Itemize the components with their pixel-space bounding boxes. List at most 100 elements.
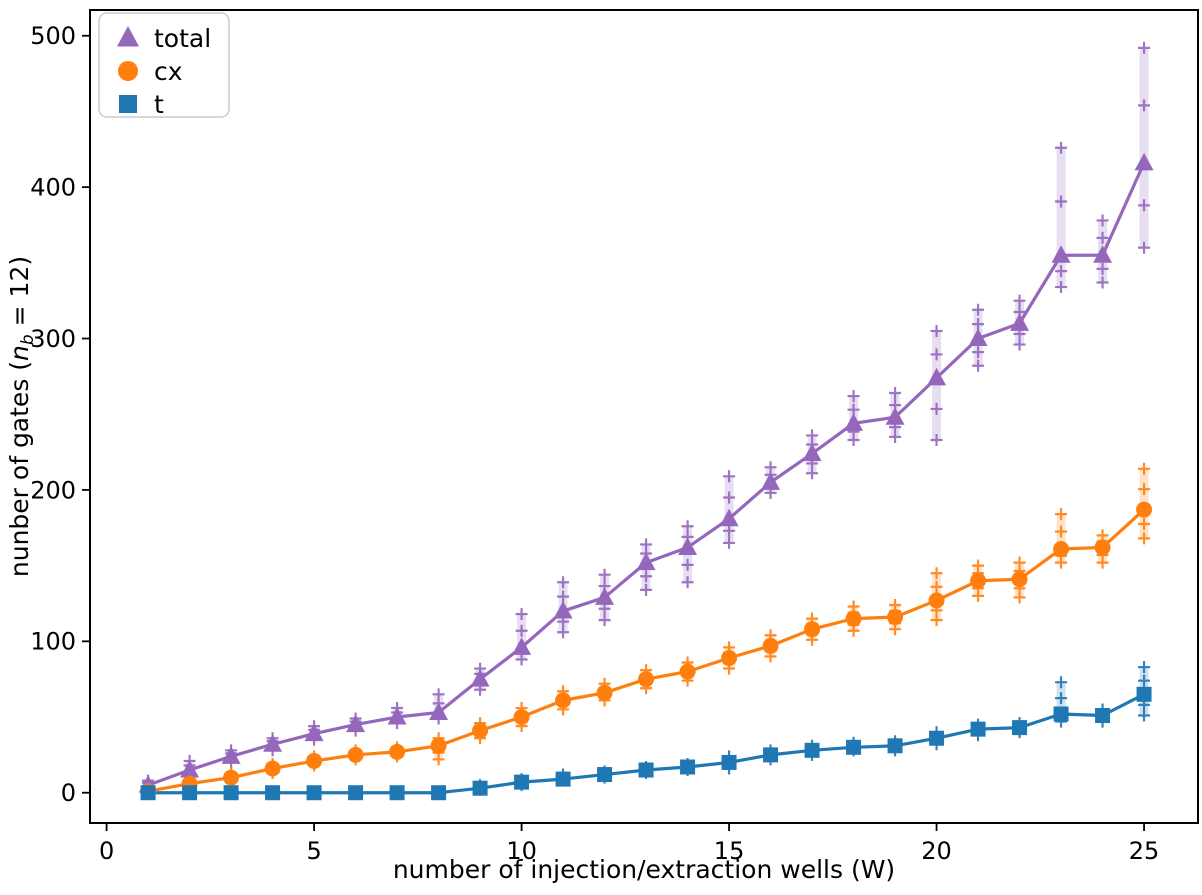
x-tick-label-15: 15 (714, 837, 745, 865)
t-marker (597, 767, 613, 783)
total-marker (1093, 245, 1113, 263)
t-marker (223, 785, 239, 801)
total-sample-plus-marks (847, 390, 860, 446)
total-range-band (1139, 47, 1149, 248)
cx-marker (430, 737, 447, 754)
total-marker (221, 746, 241, 764)
total-marker (553, 601, 573, 619)
cx-marker (970, 572, 987, 589)
cx-marker (1136, 501, 1153, 518)
total-marker (180, 760, 200, 778)
cx-marker (596, 684, 613, 701)
cx-marker (845, 610, 862, 627)
x-tick-label-5: 5 (306, 837, 321, 865)
total-marker (719, 508, 739, 527)
legend-cx-marker (118, 61, 138, 81)
cx-marker (223, 769, 240, 786)
total-marker (1051, 245, 1071, 263)
total-marker (761, 472, 781, 490)
total-range-band (1056, 147, 1066, 288)
total-marker (1134, 152, 1154, 171)
plot-border (89, 9, 1199, 824)
t-marker (1012, 720, 1028, 736)
x-tick-label-10: 10 (506, 837, 537, 865)
cx-sample-plus-marks (930, 567, 943, 627)
y-tick-label-200: 200 (30, 476, 76, 504)
legend-total-marker (117, 26, 139, 47)
cx-marker (679, 663, 696, 680)
cx-marker (887, 609, 904, 626)
total-marker (470, 669, 490, 687)
t-marker (431, 785, 447, 801)
total-sample-plus-marks (1096, 214, 1109, 289)
legend-label-total: total (154, 24, 211, 53)
total-range-band (517, 614, 527, 660)
cx-range-band (1056, 514, 1066, 563)
t-marker (846, 739, 862, 755)
t-sample-plus-marks (1138, 661, 1151, 722)
t-marker (265, 785, 281, 801)
y-tick-label-0: 0 (61, 779, 76, 807)
t-marker (389, 785, 405, 801)
cx-marker (928, 592, 945, 609)
t-marker (763, 747, 779, 763)
total-sample-plus-marks (1055, 141, 1068, 294)
total-sample-plus-marks (723, 470, 736, 549)
t-marker (472, 780, 488, 796)
total-range-band (932, 330, 942, 440)
total-sample-plus-marks (1138, 41, 1151, 254)
total-marker (263, 734, 283, 752)
t-marker (804, 742, 820, 758)
y-tick-label-100: 100 (30, 628, 76, 656)
cx-sample-plus-marks (1138, 462, 1151, 545)
total-sample-plus-marks (681, 520, 694, 589)
cx-marker (347, 746, 364, 763)
total-marker (387, 707, 407, 725)
legend-label-t: t (154, 90, 164, 119)
t-marker (680, 759, 696, 775)
total-marker (885, 407, 905, 425)
y-tick-label-500: 500 (30, 22, 76, 50)
total-sample-plus-marks (930, 324, 943, 446)
t-marker (1053, 706, 1069, 722)
total-marker (595, 587, 615, 605)
total-marker (927, 367, 947, 386)
legend-t-marker (119, 95, 137, 113)
cx-marker (306, 752, 323, 769)
y-tick-label-400: 400 (30, 174, 76, 202)
total-marker (802, 443, 822, 462)
total-marker (512, 637, 532, 655)
cx-marker (513, 709, 530, 726)
t-marker (970, 721, 986, 737)
y-tick-label-300: 300 (30, 325, 76, 353)
cx-marker (264, 760, 281, 777)
t-marker (182, 785, 198, 801)
total-marker (429, 702, 449, 720)
t-marker (514, 774, 530, 790)
cx-marker (389, 743, 406, 760)
legend-label-cx: cx (154, 57, 183, 86)
total-marker (1010, 313, 1030, 331)
total-sample-plus-marks (972, 303, 985, 372)
x-tick-label-20: 20 (921, 837, 952, 865)
y-axis-label: nunber of gates (nb = 12) (5, 256, 38, 577)
cx-marker (1094, 539, 1111, 556)
t-marker (887, 738, 903, 754)
total-marker (678, 537, 698, 555)
t-marker (348, 785, 364, 801)
total-sample-plus-marks (598, 568, 611, 627)
total-marker (968, 328, 988, 347)
t-marker (721, 754, 737, 770)
t-marker (1095, 708, 1111, 724)
x-tick-label-0: 0 (99, 837, 114, 865)
t-marker (1136, 686, 1152, 702)
total-sample-plus-marks (889, 387, 902, 443)
x-axis-label: number of injection/extraction wells (W) (393, 855, 895, 884)
t-marker (306, 785, 322, 801)
t-marker (140, 785, 156, 801)
cx-marker (762, 637, 779, 654)
cx-marker (804, 621, 821, 638)
t-marker (638, 762, 654, 778)
